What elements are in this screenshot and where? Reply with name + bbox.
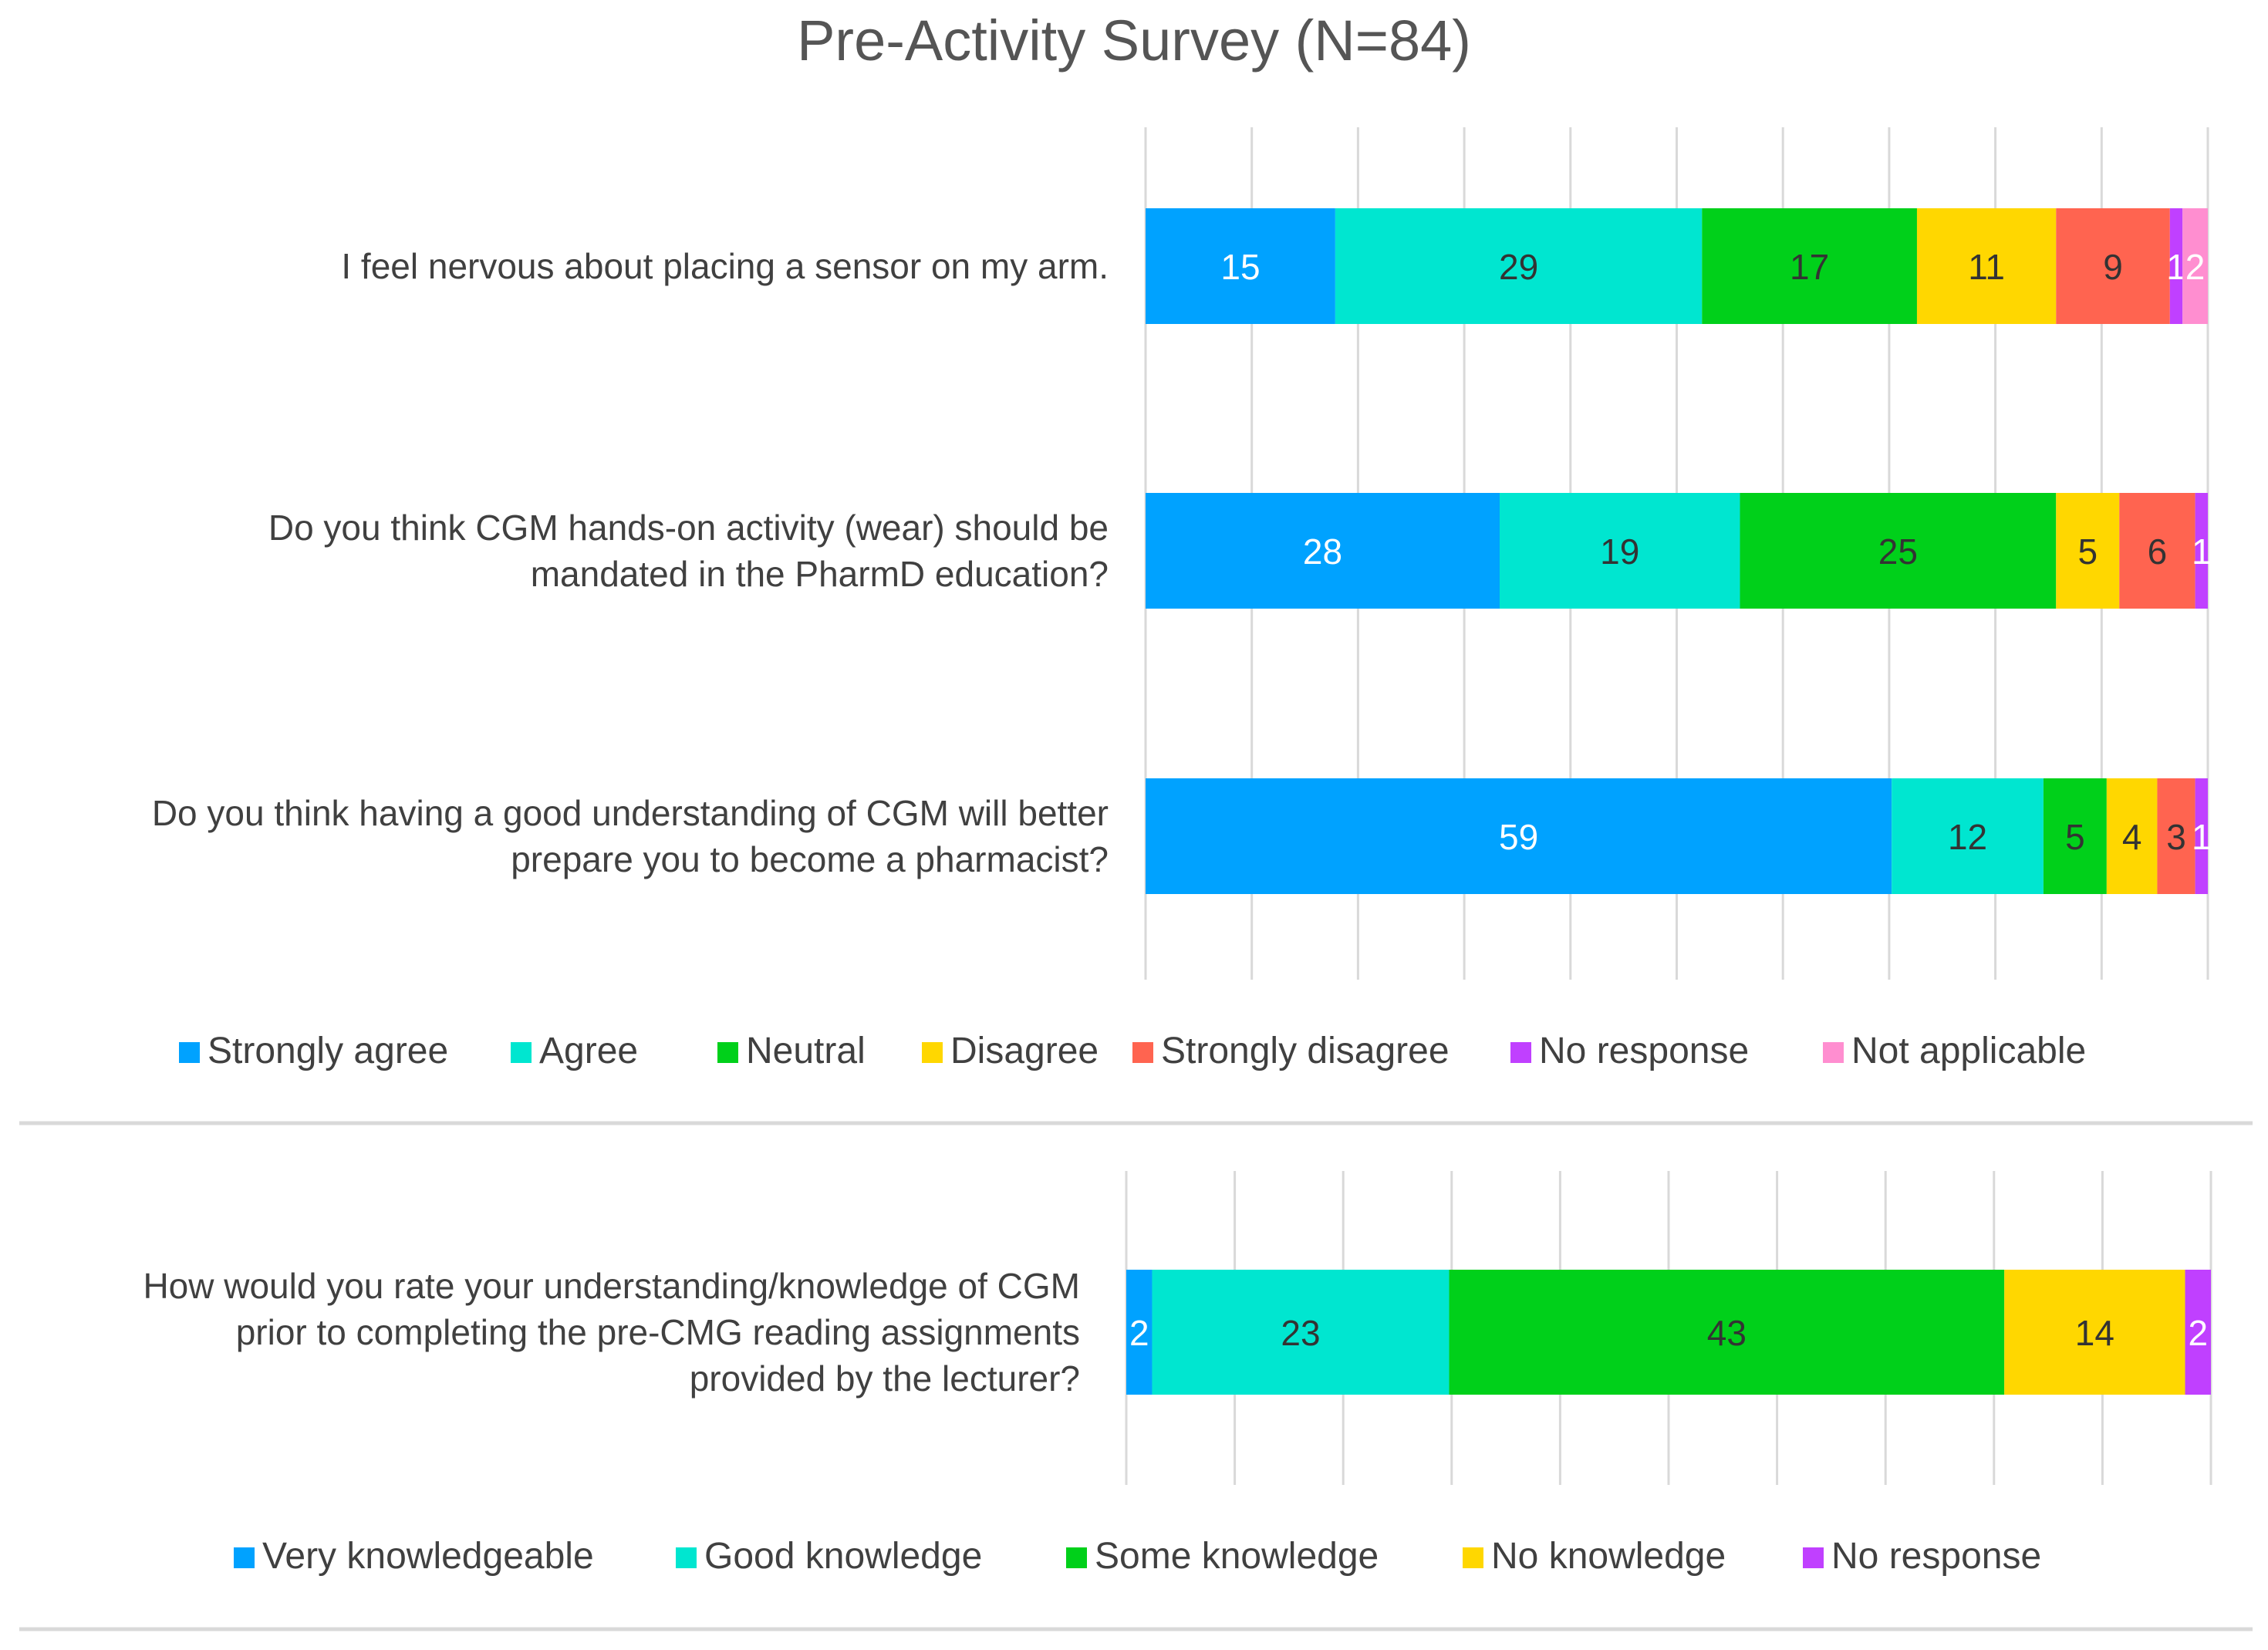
legend-label: Good knowledge (704, 1536, 982, 1577)
bar-segment-disagree (2106, 778, 2158, 894)
legend-swatch (1803, 1547, 1824, 1568)
bar-segment-strongly-agree (1146, 493, 1500, 609)
data-label: 29 (1499, 247, 1538, 287)
data-label: 2 (1129, 1313, 1149, 1353)
bar-segment-not-applicable (2182, 208, 2208, 324)
legend-swatch (1823, 1042, 1844, 1063)
legend-label: Strongly disagree (1161, 1031, 1450, 1071)
legend-label: Some knowledge (1095, 1536, 1379, 1577)
data-label: 43 (1707, 1313, 1747, 1353)
data-label: 14 (2075, 1313, 2114, 1353)
bar-segment-no-knowledge (2004, 1270, 2185, 1395)
category-label: How would you rate your understanding/kn… (143, 1266, 1080, 1399)
bar-segment-agree (1500, 493, 1740, 609)
legend-swatch (234, 1547, 255, 1568)
category-label-line: prepare you to become a pharmacist? (511, 839, 1109, 879)
bar-segment-strongly-disagree (2119, 493, 2195, 609)
category-label-line: How would you rate your understanding/kn… (143, 1266, 1080, 1306)
legend-label: Very knowledgeable (262, 1536, 594, 1577)
legend-label: Strongly agree (208, 1031, 448, 1071)
category-label: Do you think CGM hands-on activity (wear… (268, 508, 1109, 594)
bar-segment-disagree (2056, 493, 2120, 609)
data-label: 4 (2122, 817, 2142, 857)
bar-segment-strongly-disagree (2157, 778, 2195, 894)
legend-swatch (676, 1547, 697, 1568)
legend-label: Neutral (746, 1031, 866, 1071)
bar-segment-no-response (2195, 493, 2208, 609)
category-label-line: I feel nervous about placing a sensor on… (341, 246, 1109, 286)
data-label: 1 (2192, 531, 2212, 572)
chart-title: Pre-Activity Survey (N=84) (797, 8, 1471, 73)
data-label: 9 (2103, 247, 2123, 287)
data-label: 11 (1968, 247, 2005, 287)
bar-segment-good-knowledge (1152, 1270, 1450, 1395)
data-label: 25 (1878, 531, 1918, 572)
data-label: 28 (1303, 531, 1342, 572)
legend-label: Not applicable (1851, 1031, 2086, 1071)
legend-label: No response (1831, 1536, 2041, 1577)
legend-label: Disagree (950, 1031, 1099, 1071)
bar-segment-neutral (1740, 493, 2057, 609)
data-label: 5 (2065, 817, 2085, 857)
bar-segment-no-response (2169, 208, 2183, 324)
panel-pre-activity-statements: I feel nervous about placing a sensor on… (152, 127, 2212, 1071)
data-label: 2 (2188, 1313, 2208, 1353)
bar-segment-agree (1892, 778, 2044, 894)
bar-segment-strongly-disagree (2056, 208, 2170, 324)
category-label-line: provided by the lecturer? (690, 1358, 1080, 1399)
category-label-line: Do you think CGM hands-on activity (wear… (268, 508, 1109, 548)
legend-label: No knowledge (1491, 1536, 1726, 1577)
legend-swatch (922, 1042, 943, 1063)
legend-label: Agree (539, 1031, 638, 1071)
bar-segment-no-response (2195, 778, 2208, 894)
data-label: 3 (2166, 817, 2186, 857)
legend-label: No response (1539, 1031, 1749, 1071)
category-label-line: mandated in the PharmD education? (531, 554, 1109, 594)
bar-segment-neutral (1702, 208, 1917, 324)
bar-segment-disagree (1916, 208, 2057, 324)
data-label: 59 (1499, 817, 1538, 857)
data-label: 5 (2077, 531, 2098, 572)
data-label: 15 (1220, 247, 1260, 287)
bar-segment-some-knowledge (1449, 1270, 2005, 1395)
legend-swatch (511, 1042, 532, 1063)
legend-swatch (1066, 1547, 1087, 1568)
legend-swatch (717, 1042, 738, 1063)
bar-segment-no-response (2185, 1270, 2211, 1395)
category-label-line: Do you think having a good understanding… (152, 793, 1109, 833)
legend-swatch (1132, 1042, 1153, 1063)
legend-swatch (1510, 1042, 1531, 1063)
data-label: 19 (1600, 531, 1639, 572)
bar-segment-agree (1335, 208, 1703, 324)
bar-segment-strongly-agree (1146, 208, 1335, 324)
data-label: 23 (1281, 1313, 1320, 1353)
bar-segment-strongly-agree (1146, 778, 1892, 894)
legend-swatch (179, 1042, 200, 1063)
category-label-line: prior to completing the pre-CMG reading … (236, 1312, 1080, 1352)
bar-segment-very-knowledgeable (1126, 1270, 1153, 1395)
data-label: 12 (1948, 817, 1987, 857)
data-label: 6 (2148, 531, 2168, 572)
data-label: 2 (2185, 247, 2206, 287)
panel-prior-knowledge: How would you rate your understanding/kn… (143, 1171, 2212, 1577)
legend-swatch (1463, 1547, 1483, 1568)
data-label: 17 (1790, 247, 1829, 287)
bar-segment-neutral (2043, 778, 2107, 894)
category-label: I feel nervous about placing a sensor on… (341, 246, 1109, 286)
data-label: 1 (2192, 817, 2212, 857)
category-label: Do you think having a good understanding… (152, 793, 1109, 879)
